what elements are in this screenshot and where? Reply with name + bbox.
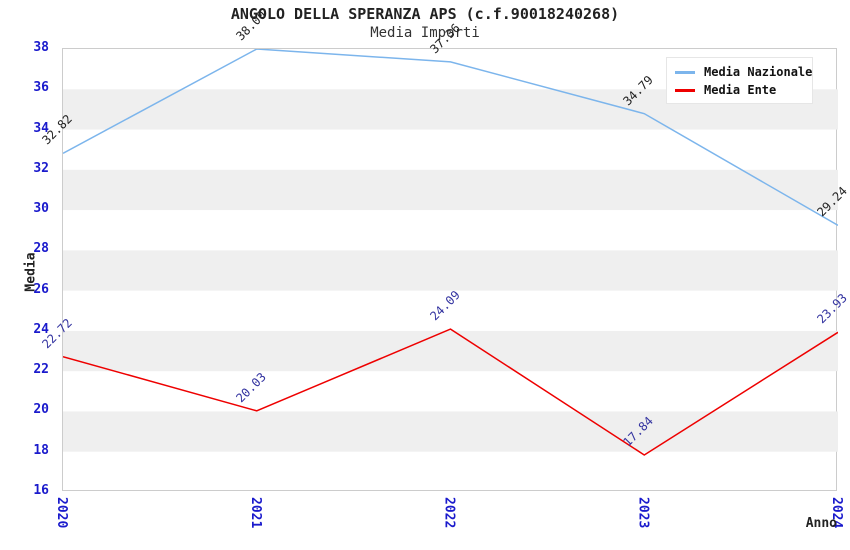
x-tick-label: 2022 [441,497,457,529]
y-tick-label: 24 [33,321,49,337]
y-tick-label: 38 [33,40,49,55]
x-tick-label: 2024 [829,497,844,529]
legend-label: Media Ente [704,83,777,97]
x-tick-label: 2023 [635,497,651,529]
y-tick-label: 34 [33,120,49,136]
y-tick-label: 16 [33,483,49,498]
legend-item-1: Media Ente [675,81,804,99]
legend-item-0: Media Nazionale [675,63,812,81]
series-line-0 [63,49,838,227]
y-tick-label: 20 [33,402,49,418]
y-tick-label: 18 [33,442,49,458]
x-axis-title: Anno [805,516,837,531]
y-tick-label: 36 [33,80,49,96]
chart-title: ANGOLO DELLA SPERANZA APS (c.f.900182402… [230,5,620,23]
y-tick-label: 22 [33,362,49,378]
chart-subtitle: Media Importi [370,25,480,41]
y-tick-label: 28 [33,241,49,257]
series-line-1 [63,328,838,456]
y-axis-title: Media [23,252,39,292]
y-tick-label: 32 [33,160,49,176]
x-tick-label: 2020 [54,497,69,529]
grid-band [63,169,838,211]
grid-band [63,250,838,291]
y-tick-label: 26 [33,281,49,297]
legend: Media Nazionale Media Ente [666,57,813,104]
legend-swatch-icon [675,70,695,74]
x-tick-label: 2021 [247,497,263,529]
legend-label: Media Nazionale [704,65,813,79]
plot-area [62,48,838,491]
grid-band [63,411,838,452]
legend-swatch-icon [675,88,695,92]
grid-band [63,330,838,372]
y-tick-label: 30 [33,201,49,217]
plot-series-svg [63,49,838,456]
